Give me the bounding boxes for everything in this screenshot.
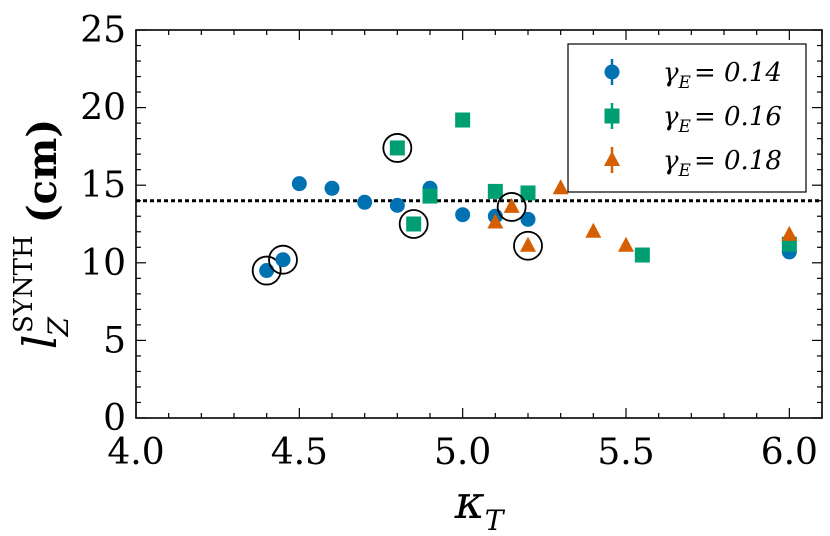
data-points [251, 112, 798, 286]
x-axis-label: κT [454, 475, 506, 536]
y-tick-label: 15 [80, 165, 126, 206]
data-point [520, 185, 536, 201]
highlight-ring [398, 209, 429, 239]
legend-marker [604, 64, 620, 80]
data-point [455, 112, 471, 128]
legend-label: γE = 0.16 [663, 102, 782, 137]
legend: γE = 0.14 γE = 0.16 γE = 0.18 [567, 43, 807, 193]
highlight-ring [513, 230, 543, 261]
highlight-ring [251, 255, 282, 286]
y-tick-label: 0 [103, 398, 126, 439]
y-tick-label: 25 [80, 10, 126, 51]
x-tick-label: 4.5 [271, 432, 328, 473]
data-point [487, 183, 503, 199]
data-point [275, 252, 291, 268]
x-tick-label: 6.0 [761, 432, 818, 473]
data-point [520, 236, 536, 252]
x-tick-label: 5.5 [597, 432, 654, 473]
plot-frame [135, 29, 823, 419]
data-point [422, 188, 438, 204]
data-point [520, 211, 536, 227]
y-tick-label: 10 [80, 243, 126, 284]
y-axis-label: lZSYNTH(cm) [9, 119, 75, 349]
highlight-ring [496, 192, 527, 222]
legend-marker [604, 151, 620, 166]
legend-label: γE = 0.18 [663, 146, 782, 181]
data-point [357, 194, 373, 210]
x-tick-label: 5.0 [434, 432, 491, 473]
legend-label: γE = 0.14 [663, 58, 782, 93]
data-point [259, 263, 275, 279]
data-point [781, 225, 798, 241]
legend-marker [604, 108, 620, 124]
y-tick-label: 5 [103, 320, 126, 361]
data-point [585, 222, 602, 238]
axis-ticks: 4.0 4.5 5.0 5.5 6.0 0 5 10 15 20 25 [80, 10, 823, 473]
data-point [406, 216, 422, 232]
x-tick-label: 4.0 [107, 432, 164, 473]
highlight-ring [268, 244, 298, 275]
data-point [634, 247, 650, 263]
data-point [324, 180, 340, 196]
data-point [389, 140, 405, 156]
data-point [552, 179, 569, 195]
data-point [487, 213, 504, 229]
highlight-ring [382, 133, 413, 163]
plot-area [135, 29, 823, 419]
y-tick-label: 20 [80, 88, 126, 129]
data-point [291, 176, 307, 192]
data-point [503, 197, 520, 213]
data-point [389, 197, 405, 213]
data-point [455, 207, 471, 223]
data-point [618, 236, 634, 252]
